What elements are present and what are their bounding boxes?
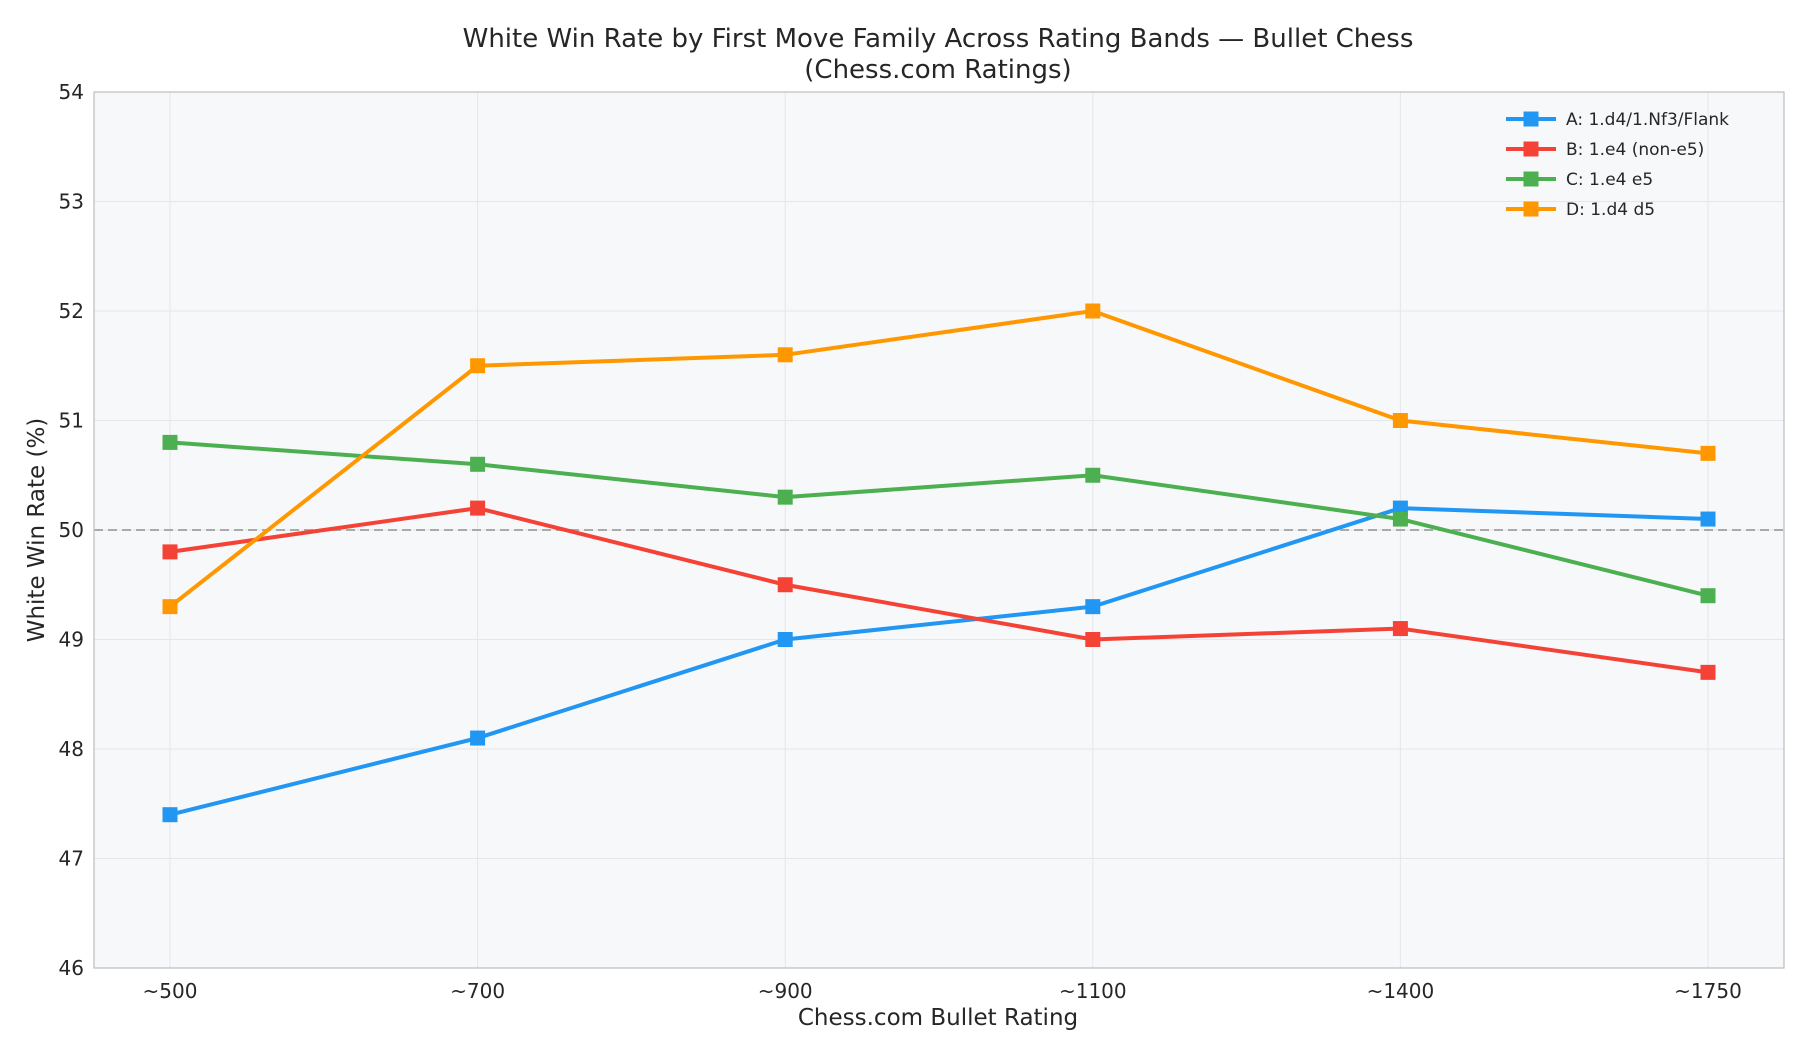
y-tick-label: 53: [59, 190, 84, 214]
data-point-marker: [162, 434, 178, 450]
legend-item: A: 1.d4/1.Nf3/Flank: [1506, 110, 1729, 130]
y-tick-label: 46: [59, 956, 84, 980]
data-point-marker: [1700, 511, 1716, 527]
chart-title: White Win Rate by First Move Family Acro…: [463, 24, 1414, 54]
y-tick-label: 49: [59, 628, 84, 652]
data-point-marker: [470, 730, 486, 746]
series-line: [168, 506, 1710, 675]
data-point-marker: [1392, 413, 1408, 428]
legend-label: C: 1.e4 e5: [1566, 170, 1653, 190]
legend-label: A: 1.d4/1.Nf3/Flank: [1566, 110, 1729, 130]
series-c: [162, 434, 1716, 604]
data-point-marker: [1700, 664, 1716, 680]
y-tick-label: 52: [59, 299, 84, 323]
data-point-marker: [1392, 621, 1408, 637]
legend: A: 1.d4/1.Nf3/Flank B: 1.e4 (non-e5) C: 1.…: [1506, 110, 1729, 220]
data-point-marker: [1700, 588, 1716, 604]
data-point-marker: [470, 358, 486, 374]
data-point-marker: [1700, 445, 1716, 461]
x-tick-label: ~900: [758, 979, 813, 1003]
y-axis-ticks: 46 47 48 49 50 51 52 53 54: [59, 80, 84, 980]
data-point-marker: [470, 500, 486, 516]
y-tick-label: 51: [59, 409, 84, 433]
data-point-marker: [1085, 599, 1101, 615]
data-point-marker: [162, 807, 178, 823]
data-point-marker: [1085, 467, 1101, 483]
y-tick-label: 48: [59, 737, 84, 761]
y-tick-label: 50: [59, 518, 84, 542]
data-point-marker: [162, 599, 178, 615]
legend-item: D: 1.d4 d5: [1506, 200, 1655, 220]
x-axis-label: Chess.com Bullet Rating: [798, 1005, 1078, 1031]
x-tick-label: ~1750: [1674, 979, 1742, 1003]
legend-label: D: 1.d4 d5: [1566, 200, 1655, 220]
x-tick-label: ~500: [143, 979, 198, 1003]
x-tick-label: ~1400: [1367, 979, 1435, 1003]
data-point-marker: [470, 456, 486, 472]
data-point-marker: [162, 544, 178, 560]
y-tick-label: 54: [59, 80, 84, 104]
x-tick-label: ~1100: [1059, 979, 1127, 1003]
series-b: [162, 500, 1716, 680]
y-axis-label: White Win Rate (%): [24, 418, 50, 643]
series-d: [162, 303, 1716, 615]
data-point-marker: [777, 632, 793, 647]
y-tick-label: 47: [59, 847, 84, 871]
series-layer: [162, 303, 1716, 823]
legend-item: C: 1.e4 e5: [1506, 170, 1653, 190]
data-point-marker: [1085, 632, 1101, 647]
data-point-marker: [777, 347, 793, 363]
series-a: [162, 500, 1716, 823]
legend-marker: [1523, 171, 1539, 187]
series-line: [168, 309, 1710, 609]
data-point-marker: [1392, 511, 1408, 527]
series-line: [168, 440, 1710, 598]
data-point-marker: [777, 577, 793, 593]
legend-marker: [1523, 111, 1539, 127]
data-point-marker: [1085, 303, 1101, 319]
legend-marker: [1523, 201, 1539, 217]
legend-marker: [1523, 141, 1539, 157]
x-tick-label: ~700: [450, 979, 505, 1003]
x-axis-ticks: ~500 ~700 ~900 ~1100 ~1400 ~1750: [143, 979, 1742, 1003]
legend-item: B: 1.e4 (non-e5): [1506, 140, 1704, 160]
chart-subtitle: (Chess.com Ratings): [804, 55, 1071, 85]
data-point-marker: [777, 489, 793, 505]
series-line: [168, 506, 1710, 817]
plot-frame: [93, 91, 1785, 969]
legend-label: B: 1.e4 (non-e5): [1566, 140, 1704, 160]
